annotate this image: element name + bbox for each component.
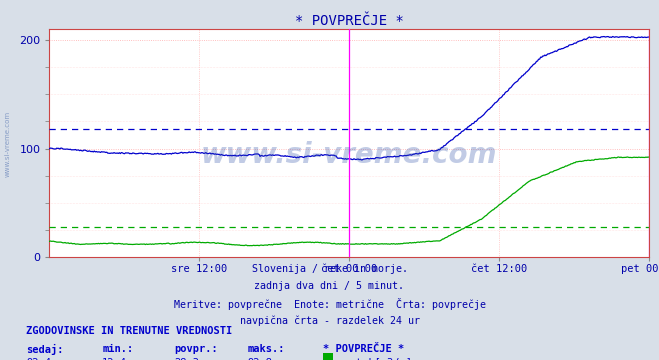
Title: * POVPREČJE *: * POVPREČJE *: [295, 14, 404, 28]
Text: sedaj:: sedaj:: [26, 344, 64, 355]
Text: * POVPREČJE *: * POVPREČJE *: [323, 344, 404, 354]
Text: 12,4: 12,4: [102, 358, 127, 360]
Text: Meritve: povprečne  Enote: metrične  Črta: povprečje: Meritve: povprečne Enote: metrične Črta:…: [173, 298, 486, 310]
Text: povpr.:: povpr.:: [175, 344, 218, 354]
Text: maks.:: maks.:: [247, 344, 285, 354]
Text: www.si-vreme.com: www.si-vreme.com: [201, 140, 498, 168]
Text: min.:: min.:: [102, 344, 133, 354]
Text: ZGODOVINSKE IN TRENUTNE VREDNOSTI: ZGODOVINSKE IN TRENUTNE VREDNOSTI: [26, 326, 233, 336]
Text: 92,8: 92,8: [247, 358, 272, 360]
Text: navpična črta - razdelek 24 ur: navpična črta - razdelek 24 ur: [239, 315, 420, 326]
Text: zadnja dva dni / 5 minut.: zadnja dva dni / 5 minut.: [254, 281, 405, 291]
Text: 92,4: 92,4: [26, 358, 51, 360]
Text: www.si-vreme.com: www.si-vreme.com: [5, 111, 11, 177]
Text: Slovenija / reke in morje.: Slovenija / reke in morje.: [252, 264, 407, 274]
Text: pretok[m3/s]: pretok[m3/s]: [337, 358, 413, 360]
Text: 28,3: 28,3: [175, 358, 200, 360]
